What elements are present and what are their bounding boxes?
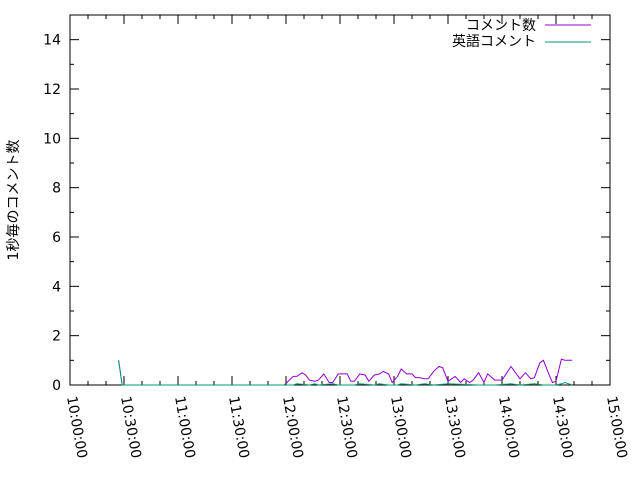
y-tick-label: 0 (52, 378, 61, 394)
x-tick-label: 14:30:00 (549, 395, 576, 460)
x-tick-label: 14:00:00 (495, 395, 522, 460)
axis-ticks: 10:00:00 10:30:00 11:00:00 11:30:00 12:00:00… (43, 15, 630, 460)
legend-label-0: コメント数 (466, 18, 536, 34)
x-tick-label: 13:00:00 (387, 395, 414, 460)
plot-border (69, 14, 611, 386)
y-tick-label: 8 (52, 181, 61, 197)
legend: コメント数 英語コメント (452, 18, 591, 50)
x-tick-label: 10:00:00 (63, 395, 90, 460)
x-tick-label: 10:30:00 (117, 395, 144, 460)
y-tick-label: 6 (52, 230, 61, 246)
y-tick-label: 2 (52, 329, 61, 345)
x-tick-label: 11:30:00 (225, 395, 252, 460)
series-line-1 (118, 360, 573, 386)
y-axis-label: 1秒毎のコメント数 (6, 140, 22, 261)
legend-label-1: 英語コメント (452, 33, 536, 50)
y-tick-label: 10 (43, 131, 61, 147)
x-tick-label: 13:30:00 (441, 395, 468, 460)
x-tick-label: 12:30:00 (333, 395, 360, 460)
y-tick-label: 12 (43, 82, 61, 98)
y-tick-label: 4 (52, 279, 61, 295)
x-tick-label: 15:00:00 (603, 395, 630, 460)
y-tick-label: 14 (43, 33, 61, 49)
x-tick-label: 11:00:00 (171, 395, 198, 460)
series-lines (118, 358, 573, 386)
x-tick-label: 12:00:00 (279, 395, 306, 460)
series-line-0 (118, 358, 573, 386)
